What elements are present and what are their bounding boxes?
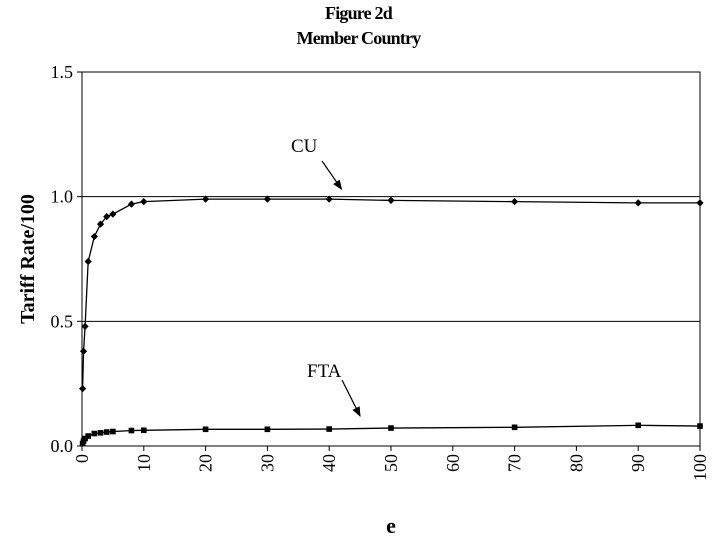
data-point-cu: [202, 195, 210, 203]
data-point-cu: [140, 198, 148, 206]
series-line-cu: [81, 198, 700, 389]
x-tick-label: 40: [319, 454, 339, 472]
y-tick-label: 1.0: [51, 187, 74, 207]
y-tick-label: 0.5: [51, 311, 74, 331]
data-point-cu: [387, 196, 395, 205]
x-tick-label: 80: [566, 454, 586, 472]
data-point-cu: [81, 322, 89, 330]
data-point-fta: [97, 429, 104, 436]
data-point-fta: [85, 433, 91, 439]
x-axis-label: e: [386, 513, 396, 538]
annotations: CU FTA: [291, 136, 361, 417]
data-point-fta: [264, 426, 271, 433]
x-tick-label: 70: [505, 454, 525, 472]
annotation-arrow-fta: [341, 379, 361, 417]
data-point-cu: [79, 385, 87, 393]
data-point-cu: [109, 210, 117, 218]
data-point-fta: [511, 424, 518, 431]
data-point-cu: [96, 220, 105, 228]
x-tick-label: 30: [257, 454, 277, 472]
axes: 0.0 0.5 1.0 1.5 0 10 20 30 40 50 60 70 80 90 100: [51, 62, 711, 481]
data-point-cu: [90, 232, 98, 241]
x-tick-label: 100: [690, 454, 710, 481]
series-layer: [79, 195, 704, 447]
data-point-cu: [263, 195, 271, 203]
annotation-arrow-cu: [321, 160, 343, 191]
y-tick-label: 1.5: [51, 62, 74, 82]
chart-title: Figure 2d: [325, 3, 393, 23]
data-point-cu: [696, 199, 704, 207]
data-point-cu: [127, 200, 136, 208]
x-tick-label: 50: [381, 454, 401, 472]
data-point-cu: [103, 213, 111, 221]
x-tick-label: 20: [196, 454, 216, 472]
x-tick-label: 90: [628, 454, 648, 472]
data-point-fta: [82, 435, 88, 442]
data-point-fta: [128, 427, 135, 434]
data-point-fta: [91, 430, 98, 437]
y-axis-label: Tariff Rate/100: [17, 194, 39, 324]
data-point-fta: [103, 429, 110, 435]
x-tick-label: 0: [72, 454, 92, 463]
y-tick-label: 0.0: [51, 436, 74, 456]
data-point-cu: [79, 347, 88, 355]
data-point-fta: [635, 422, 641, 429]
chart-subtitle: Member Country: [296, 28, 422, 48]
data-point-fta: [110, 428, 116, 435]
data-point-cu: [84, 257, 92, 266]
x-tick-label: 60: [443, 454, 463, 472]
data-point-fta: [202, 426, 209, 433]
plot-frame: [81, 71, 701, 447]
x-tick-label: 10: [134, 454, 154, 472]
data-point-fta: [326, 426, 332, 432]
data-point-cu: [634, 199, 642, 207]
data-point-fta: [697, 423, 703, 429]
annotation-label-fta: FTA: [307, 361, 342, 382]
grid-lines: [82, 71, 700, 322]
annotation-label-cu: CU: [291, 136, 318, 157]
data-point-fta: [388, 425, 394, 431]
data-point-cu: [325, 195, 333, 203]
data-point-fta: [141, 427, 147, 434]
data-point-cu: [511, 198, 519, 206]
